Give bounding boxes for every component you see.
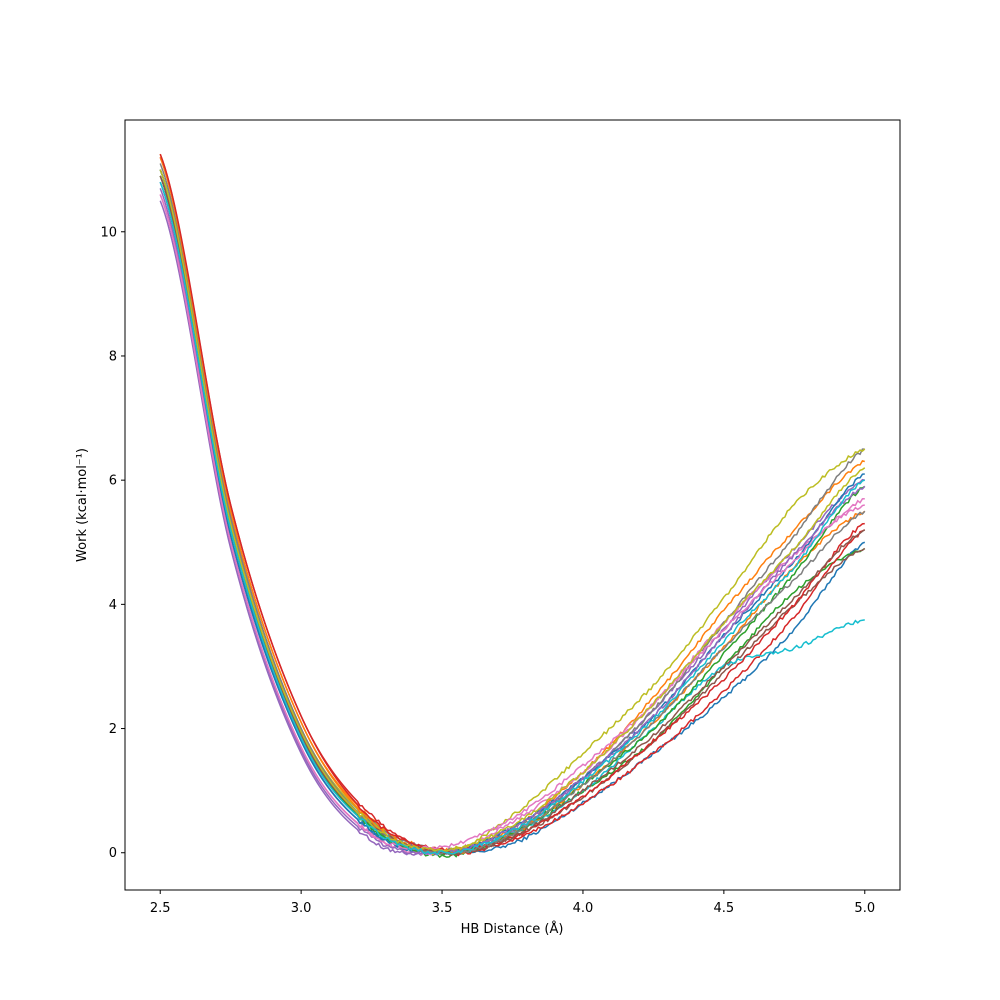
x-tick-label: 3.0 [291, 901, 312, 916]
x-tick-label: 2.5 [150, 901, 171, 916]
y-tick-label: 6 [109, 474, 117, 489]
x-axis-label: HB Distance (Å) [461, 921, 564, 937]
y-tick-label: 2 [109, 722, 117, 737]
x-tick-label: 3.5 [432, 901, 453, 916]
x-tick-label: 4.5 [714, 901, 735, 916]
y-tick-label: 0 [109, 846, 117, 861]
y-tick-label: 10 [100, 225, 117, 240]
x-tick-label: 5.0 [854, 901, 875, 916]
y-tick-label: 8 [109, 349, 117, 364]
x-tick-label: 4.0 [573, 901, 594, 916]
y-tick-label: 4 [109, 598, 117, 613]
y-axis-label: Work (kcal·mol⁻¹) [75, 448, 90, 562]
